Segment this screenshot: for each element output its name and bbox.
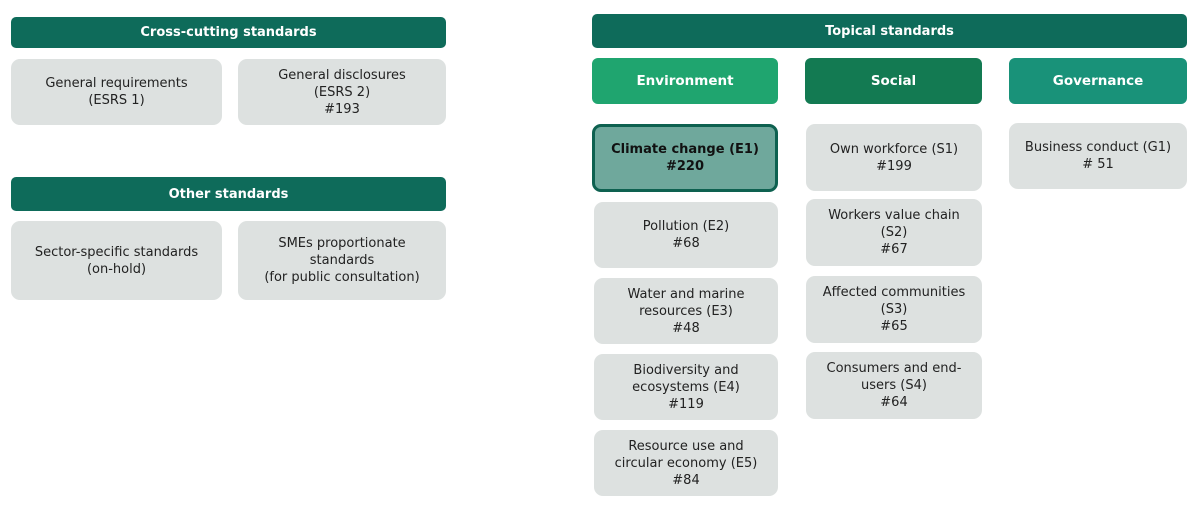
box-line: Business conduct (G1): [1024, 140, 1172, 155]
box-line: (S2): [880, 225, 908, 240]
box-line: (on-hold): [86, 261, 147, 277]
box-line: SMEs proportionate: [278, 236, 406, 251]
category-governance: Governance: [1009, 58, 1187, 104]
box-line: circular economy (E5): [614, 455, 758, 471]
standard-box-e5: Resource use and circular economy (E5) #84: [594, 430, 778, 496]
box-line: Water and marine: [627, 286, 745, 302]
box-line: #64: [880, 395, 908, 410]
standard-box-s1: Own workforce (S1) #199: [806, 124, 982, 191]
other-standards-header: Other standards: [11, 177, 446, 211]
standard-box-esrs1: General requirements (ESRS 1): [11, 59, 222, 125]
box-line: (ESRS 1): [88, 93, 145, 108]
box-line: standards: [309, 253, 375, 268]
box-line: Pollution (E2): [642, 219, 730, 234]
standard-box-s2: Workers value chain (S2) #67: [806, 199, 982, 266]
box-line: Sector-specific standards: [34, 244, 199, 260]
cross-cutting-header: Cross-cutting standards: [11, 17, 446, 48]
standard-box-s3: Affected communities (S3) #65: [806, 276, 982, 343]
category-social: Social: [805, 58, 982, 104]
box-line: users (S4): [861, 378, 927, 393]
standard-box-e4: Biodiversity and ecosystems (E4) #119: [594, 354, 778, 420]
box-line: (S3): [880, 302, 908, 317]
box-line: Workers value chain: [828, 208, 960, 223]
box-line: #67: [880, 242, 908, 257]
standard-box-esrs2: General disclosures (ESRS 2) #193: [238, 59, 446, 125]
box-line: Affected communities: [822, 285, 966, 300]
box-line: (for public consultation): [264, 270, 420, 285]
box-line: Consumers and end-: [826, 361, 962, 376]
standard-box-e2: Pollution (E2) #68: [594, 202, 778, 268]
standard-box-sector: Sector-specific standards (on-hold): [11, 221, 222, 300]
box-line: Own workforce (S1): [829, 141, 959, 157]
box-line: #119: [668, 396, 704, 412]
box-line: Biodiversity and: [633, 362, 739, 378]
box-line: General requirements: [45, 76, 188, 91]
box-line: Climate change (E1): [611, 142, 759, 157]
box-line: #193: [324, 101, 360, 117]
box-line: resources (E3): [639, 303, 733, 319]
box-line: #220: [665, 159, 705, 174]
box-line: Resource use and: [628, 438, 744, 454]
standard-box-smes: SMEs proportionate standards (for public c…: [238, 221, 446, 300]
standard-box-e3: Water and marine resources (E3) #48: [594, 278, 778, 344]
box-line: #48: [672, 320, 700, 336]
standard-box-s4: Consumers and end-users (S4) #64: [806, 352, 982, 419]
box-line: #68: [672, 236, 700, 251]
topical-standards-header: Topical standards: [592, 14, 1187, 48]
box-line: ecosystems (E4): [632, 379, 740, 395]
box-line: #84: [672, 472, 700, 488]
standard-box-g1: Business conduct (G1) # 51: [1009, 123, 1187, 189]
category-environment: Environment: [592, 58, 778, 104]
box-line: (ESRS 2): [313, 84, 371, 100]
box-line: #199: [876, 158, 912, 174]
box-line: General disclosures: [278, 67, 406, 83]
standard-box-e1: Climate change (E1) #220: [592, 124, 778, 192]
box-line: # 51: [1082, 157, 1114, 172]
box-line: #65: [880, 319, 908, 334]
